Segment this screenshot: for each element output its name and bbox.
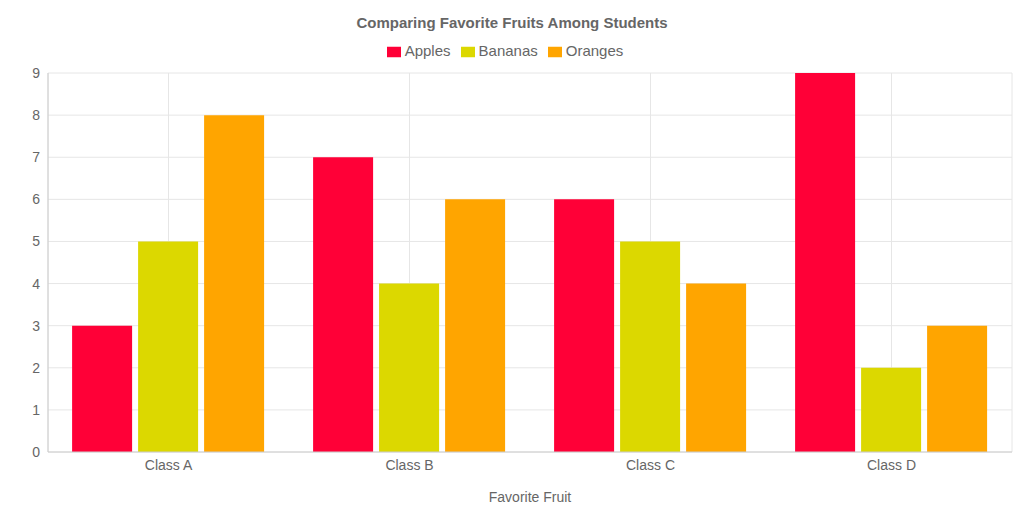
svg-text:9: 9 (32, 65, 40, 81)
html-text:Bananas: Bananas (478, 42, 538, 59)
svg-text:4: 4 (32, 276, 40, 292)
svg-text:Class D: Class D (867, 457, 916, 473)
svg-text:5: 5 (32, 233, 40, 249)
html-text:Comparing Favorite Fruits Amon: Comparing Favorite Fruits Among Students (356, 14, 668, 31)
svg-text:Favorite Fruit: Favorite Fruit (489, 489, 572, 504)
svg-text:Class A: Class A (145, 457, 193, 473)
html-text:Apples: Apples (404, 42, 451, 59)
svg-text:Class B: Class B (385, 457, 433, 473)
html-text:Oranges: Oranges (565, 42, 624, 59)
svg-text:3: 3 (32, 318, 40, 334)
svg-text:6: 6 (32, 191, 40, 207)
svg-text:8: 8 (32, 107, 40, 123)
svg-text:1: 1 (32, 402, 40, 418)
svg-text:0: 0 (32, 444, 40, 460)
svg-text:2: 2 (32, 360, 40, 376)
svg-text:7: 7 (32, 149, 40, 165)
svg-text:Class C: Class C (626, 457, 675, 473)
